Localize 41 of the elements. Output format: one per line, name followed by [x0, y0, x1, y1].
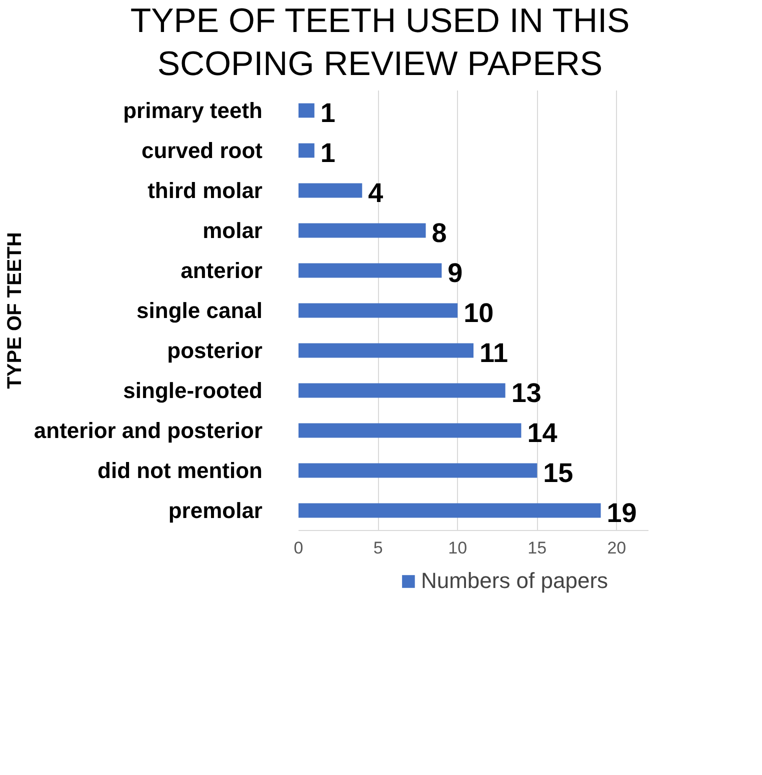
bar [298, 503, 601, 518]
bar [298, 423, 522, 438]
data-label: 9 [448, 258, 463, 288]
legend-label: Numbers of papers [420, 568, 608, 594]
y-tick-label: premolar [168, 498, 263, 523]
y-tick-label: anterior [180, 258, 263, 283]
bar [298, 383, 506, 398]
bar [298, 303, 458, 318]
bar [298, 263, 442, 278]
y-tick-label: third molar [148, 178, 263, 203]
data-label: 19 [606, 498, 637, 528]
data-label: 8 [432, 218, 447, 248]
y-tick-label: molar [202, 218, 263, 243]
y-tick-label: single-rooted [123, 378, 263, 403]
y-tick-label: posterior [167, 338, 263, 363]
bar [298, 223, 426, 238]
data-label: 14 [527, 418, 558, 448]
x-tick-label: 0 [294, 538, 304, 558]
bar [298, 463, 538, 478]
bar [298, 103, 314, 118]
chart-title: TYPE OF TEETH USED IN THIS SCOPING REVIEW PAPERS [129, 1, 631, 84]
data-label: 10 [464, 298, 494, 328]
data-label: 15 [543, 458, 574, 488]
bar [298, 343, 474, 358]
bar [298, 183, 362, 198]
y-tick-label: curved root [141, 138, 264, 163]
y-tick-label: single canal [136, 298, 263, 323]
data-label: 1 [320, 138, 336, 168]
y-tick-label: anterior and posterior [34, 418, 263, 443]
x-tick-label: 10 [448, 538, 468, 558]
y-tick-label: did not mention [98, 458, 262, 483]
y-tick-label: primary teeth [123, 98, 263, 123]
data-label: 13 [511, 378, 542, 408]
x-tick-label: 20 [607, 538, 626, 558]
data-label: 11 [480, 338, 508, 368]
x-tick-label: 15 [528, 538, 547, 558]
data-label: 1 [320, 98, 336, 128]
data-label: 4 [368, 178, 384, 208]
y-axis-title: TYPE OF TEETH [4, 232, 26, 389]
x-tick-label: 5 [373, 538, 383, 558]
bar [298, 143, 314, 158]
